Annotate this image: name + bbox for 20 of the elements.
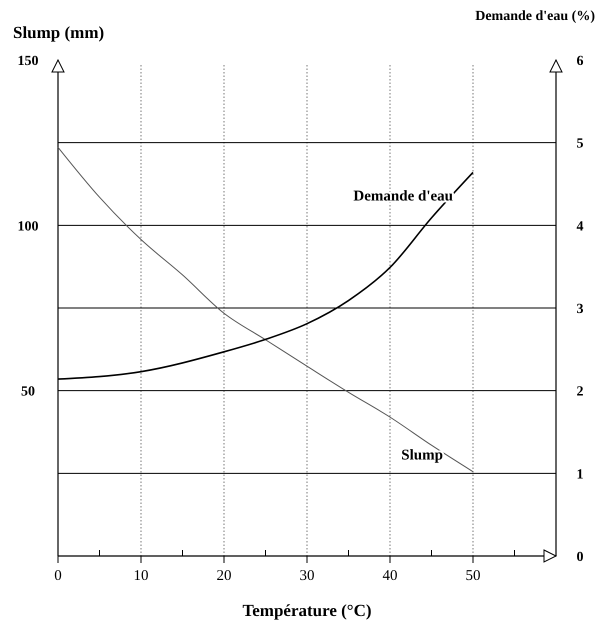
x-axis-title: Température (°C) <box>242 601 372 620</box>
y2-tick-label: 4 <box>576 219 584 234</box>
y2-tick-label: 0 <box>576 550 584 565</box>
x-tick-label: 30 <box>300 568 314 584</box>
series-label: Slump <box>401 448 443 464</box>
x-tick-label: 50 <box>466 568 480 584</box>
x-tick-label: 10 <box>134 568 148 584</box>
y-tick-label: 50 <box>21 384 35 400</box>
x-tick-label: 0 <box>54 568 62 584</box>
y2-tick-label: 5 <box>576 136 584 152</box>
y2-tick-label: 1 <box>576 467 584 482</box>
y-tick-label: 150 <box>18 54 38 69</box>
y2-tick-label: 6 <box>576 54 584 69</box>
y-axis-title: Slump (mm) <box>13 23 104 42</box>
x-tick-label: 40 <box>382 568 398 584</box>
y2-tick-label: 2 <box>576 384 584 400</box>
y2-tick-label: 3 <box>576 302 584 317</box>
y2-axis-title: Demande d'eau (%) <box>475 9 596 24</box>
y-tick-label: 100 <box>18 219 38 234</box>
x-tick-label: 20 <box>216 568 232 584</box>
